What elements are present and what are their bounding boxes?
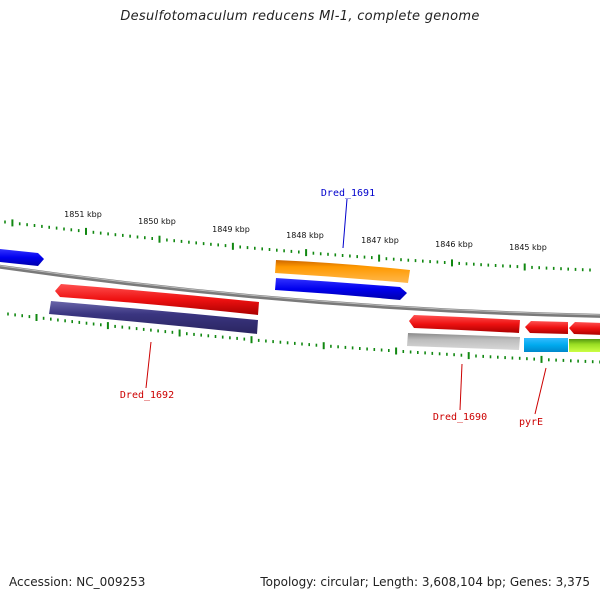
gene-feature-right[interactable] — [569, 339, 600, 352]
gene-feature-pyre[interactable] — [524, 338, 568, 352]
reverse-strand-features — [49, 301, 600, 352]
gene-feature-dred-1690-strand[interactable] — [409, 315, 520, 333]
gene-label-dred-1690[interactable]: Dred_1690 — [433, 412, 487, 423]
leader-dred-1690 — [459, 363, 463, 411]
scale-label-1845: 1845 kbp — [509, 243, 547, 252]
gene-feature-right-strand[interactable] — [569, 322, 600, 335]
gene-feature-pyre-strand[interactable] — [525, 321, 568, 334]
gene-feature-dred-1691[interactable] — [275, 278, 407, 300]
outer-scale-track: 1851 kbp 1850 kbp 1849 kbp 1848 kbp 1847… — [4, 210, 591, 272]
accession-text: Accession: NC_009253 — [9, 575, 146, 589]
leader-dred-1692 — [145, 341, 152, 389]
leader-dred-1691 — [342, 198, 348, 249]
gene-feature-dred-1692-strand[interactable] — [55, 284, 259, 315]
gene-label-dred-1692[interactable]: Dred_1692 — [120, 390, 174, 401]
inner-scale-ticks — [7, 312, 600, 364]
gene-label-dred-1691[interactable]: Dred_1691 — [321, 188, 375, 199]
leader-pyre — [534, 367, 547, 415]
genome-backbone-highlight — [0, 265, 600, 316]
gene-feature-dred-1692[interactable] — [49, 301, 258, 334]
scale-label-1846: 1846 kbp — [435, 240, 473, 249]
forward-strand-features — [0, 249, 410, 315]
scale-label-1851: 1851 kbp — [64, 210, 102, 219]
scale-label-1847: 1847 kbp — [361, 236, 399, 245]
map-title: Desulfotomaculum reducens MI-1, complete… — [120, 9, 480, 24]
label-leaders — [145, 198, 547, 415]
gene-feature[interactable] — [0, 249, 44, 266]
genome-backbone — [0, 264, 600, 318]
gene-feature-dred-1690[interactable] — [407, 333, 520, 350]
scale-label-1848: 1848 kbp — [286, 231, 324, 240]
scale-label-1849: 1849 kbp — [212, 225, 250, 234]
gene-label-pyre[interactable]: pyrE — [519, 417, 543, 428]
genome-stats-text: Topology: circular; Length: 3,608,104 bp… — [260, 575, 590, 589]
gene-feature-dred-1691-orange[interactable] — [275, 260, 410, 283]
outer-scale-ticks — [4, 219, 591, 272]
scale-label-1850: 1850 kbp — [138, 217, 176, 226]
